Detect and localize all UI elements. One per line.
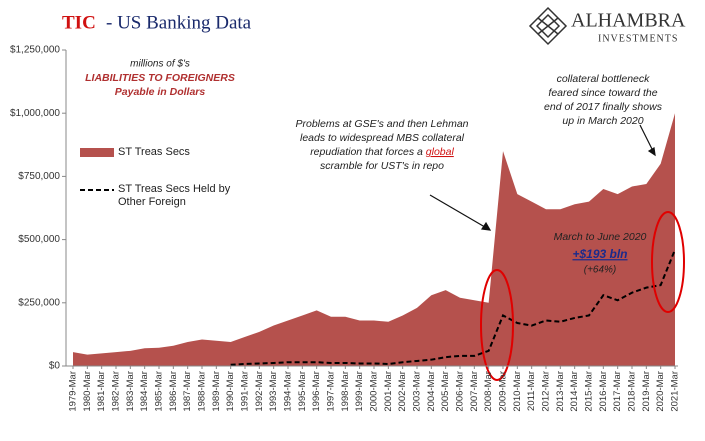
annotation: feared since toward the [548, 87, 657, 99]
y-tick-label: $1,250,000 [10, 45, 60, 56]
x-tick-label: 1989-Mar [211, 371, 222, 412]
highlight-2008 [480, 269, 514, 381]
x-tick-label: 1983-Mar [125, 371, 136, 412]
y-tick-label: $750,000 [18, 171, 60, 182]
x-tick-label: 2014-Mar [569, 371, 580, 412]
x-tick-label: 2012-Mar [541, 371, 552, 412]
x-tick-label: 2015-Mar [584, 371, 595, 412]
x-tick-label: 2018-Mar [627, 371, 638, 412]
x-tick-label: 2013-Mar [555, 371, 566, 412]
x-tick-label: 1988-Mar [197, 371, 208, 412]
title-prefix: TIC [62, 12, 96, 33]
annotation: Payable in Dollars [115, 86, 206, 98]
x-tick-label: 1987-Mar [182, 371, 193, 412]
x-tick-label: 1985-Mar [154, 371, 165, 412]
logo-icon [528, 6, 568, 46]
annotation: Problems at GSE's and then Lehman [295, 118, 468, 130]
x-tick-label: 2007-Mar [469, 371, 480, 412]
x-tick-label: 1998-Mar [340, 371, 351, 412]
x-tick-label: 2005-Mar [440, 371, 451, 412]
x-tick-label: 2006-Mar [455, 371, 466, 412]
annotation: +$193 bln [572, 247, 627, 261]
y-tick-label: $250,000 [18, 297, 60, 308]
x-tick-label: 2010-Mar [512, 371, 523, 412]
x-tick-label: 1999-Mar [354, 371, 365, 412]
x-tick-label: 2011-Mar [526, 371, 537, 411]
annotation-part: repudiation that forces a [310, 146, 426, 158]
arrows [429, 124, 656, 231]
legend-label: ST Treas Secs [118, 146, 190, 158]
x-tick-label: 1991-Mar [240, 371, 251, 412]
x-tick-label: 2009-Mar [498, 371, 509, 412]
annotation-part: global [426, 146, 455, 158]
annotation: scramble for UST's in repo [320, 160, 444, 172]
legend-swatch [80, 148, 114, 157]
x-tick-label: 1996-Mar [311, 371, 322, 412]
x-tick-label: 2020-Mar [655, 371, 666, 412]
x-tick-label: 2000-Mar [369, 371, 380, 412]
annotation: repudiation that forces a global [310, 146, 454, 158]
x-tick-label: 1986-Mar [168, 371, 179, 412]
x-tick-label: 1993-Mar [268, 371, 279, 412]
annotation: collateral bottleneck [557, 73, 651, 85]
legend-label: ST Treas Secs Held by Other Foreign [118, 183, 231, 208]
annotation: LIABILITIES TO FOREIGNERS [85, 72, 235, 84]
x-tick-label: 1990-Mar [225, 371, 236, 412]
x-tick-label: 1994-Mar [283, 371, 294, 412]
x-tick-label: 2004-Mar [426, 371, 437, 412]
annotation: millions of $'s [130, 59, 190, 70]
annotation: end of 2017 finally shows [544, 101, 663, 113]
x-tick-label: 1995-Mar [297, 371, 308, 412]
annotation: leads to widespread MBS collateral [300, 132, 465, 144]
annotation: March to June 2020 [554, 231, 647, 243]
x-tick-label: 2017-Mar [612, 371, 623, 412]
x-tick-label: 2019-Mar [641, 371, 652, 412]
x-tick-label: 1997-Mar [326, 371, 337, 412]
logo-name: ALHAMBRA [571, 10, 686, 32]
highlight-2020 [651, 211, 685, 313]
x-tick-label: 2003-Mar [412, 371, 423, 412]
x-tick-label: 1982-Mar [111, 371, 122, 412]
x-tick-label: 1981-Mar [96, 371, 107, 412]
x-tick-label: 2008-Mar [483, 371, 494, 412]
x-tick-label: 1992-Mar [254, 371, 265, 412]
y-tick-label: $500,000 [18, 234, 60, 245]
x-tick-label: 2001-Mar [383, 371, 394, 412]
area [73, 113, 675, 366]
annotation: (+64%) [584, 265, 617, 276]
logo-sub: INVESTMENTS [598, 33, 678, 44]
x-tick-label: 2002-Mar [397, 371, 408, 412]
y-tick-label: $0 [49, 361, 61, 372]
x-tick-label: 1984-Mar [139, 371, 150, 412]
y-tick-label: $1,000,000 [10, 108, 60, 119]
x-tick-label: 2021-Mar [670, 371, 681, 412]
x-tick-label: 2016-Mar [598, 371, 609, 412]
chart-title: - US Banking Data [106, 12, 252, 33]
x-tick-label: 1979-Mar [68, 371, 79, 412]
annotation: up in March 2020 [562, 115, 643, 127]
x-tick-label: 1980-Mar [82, 371, 93, 412]
line [230, 249, 676, 366]
